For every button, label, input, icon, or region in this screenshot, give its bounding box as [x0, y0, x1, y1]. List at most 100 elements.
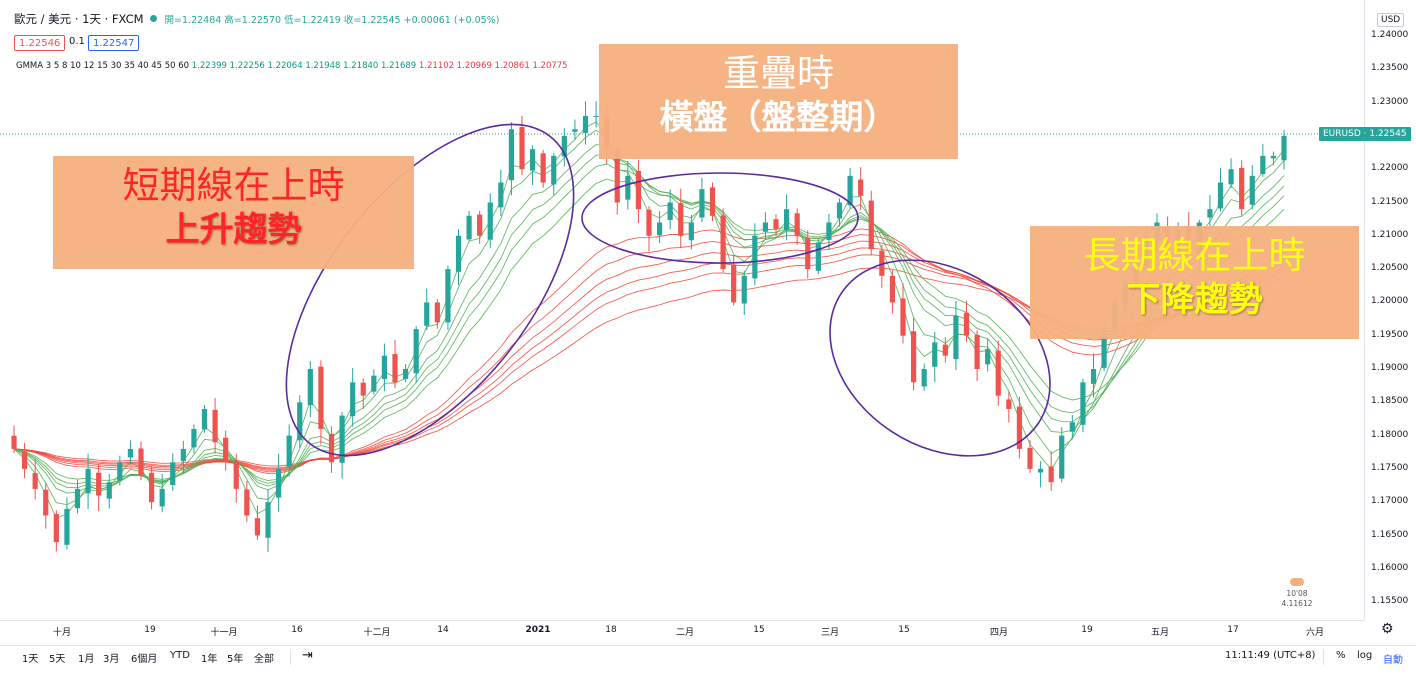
- sideways-annotation-line2: 橫盤（盤整期）: [659, 98, 898, 138]
- candle-body: [667, 202, 673, 220]
- candle-body: [889, 275, 896, 303]
- range-button[interactable]: 全部: [254, 654, 274, 665]
- spread-value: 0.1: [69, 36, 85, 47]
- candle-body: [127, 448, 134, 458]
- settings-gear-icon[interactable]: ⚙: [1381, 621, 1394, 637]
- candle-body: [498, 182, 504, 208]
- range-button[interactable]: 5年: [227, 654, 244, 665]
- buy-price-button[interactable]: 1.22547: [88, 35, 140, 51]
- watermark-text-2: 4.11612: [1281, 599, 1313, 608]
- candle-body: [519, 127, 525, 170]
- candle-body: [1270, 155, 1277, 159]
- candle-body: [540, 153, 546, 183]
- candle-body: [297, 402, 303, 441]
- candle-body: [286, 435, 292, 467]
- time-tick-label: 14: [437, 625, 449, 635]
- time-tick-label: 十二月: [363, 628, 391, 638]
- candle-body: [11, 435, 17, 449]
- range-button[interactable]: 1月: [78, 654, 95, 665]
- candle-body: [1239, 167, 1245, 210]
- time-tick-label: 19: [144, 625, 156, 635]
- candle-body: [879, 250, 885, 276]
- candle-body: [625, 175, 631, 200]
- candle-body: [170, 462, 176, 486]
- candle-body: [1037, 468, 1044, 473]
- downtrend-ellipse: [829, 259, 1051, 457]
- range-button[interactable]: YTD: [170, 650, 190, 661]
- candle-body: [466, 215, 472, 240]
- candle-body: [424, 302, 430, 326]
- candle-body: [138, 448, 144, 476]
- symbol-title[interactable]: 歐元 / 美元 · 1天 · FXCM: [14, 12, 144, 26]
- price-tick-label: 1.17500: [1371, 462, 1409, 473]
- sell-price-button[interactable]: 1.22546: [14, 35, 66, 51]
- currency-label[interactable]: USD: [1377, 13, 1405, 27]
- range-button[interactable]: 6個月: [131, 654, 158, 665]
- candle-body: [21, 451, 28, 469]
- candle-body: [1090, 369, 1097, 384]
- candle-body: [1016, 406, 1023, 449]
- clock-timezone[interactable]: 11:11:49 (UTC+8): [1225, 650, 1316, 661]
- candle-body: [1249, 175, 1255, 205]
- candle-body: [985, 349, 991, 365]
- candle-body: [53, 513, 59, 543]
- candle-body: [455, 235, 462, 272]
- candle-body: [529, 149, 536, 171]
- downtrend-annotation: 長期線在上時 下降趨勢: [1030, 226, 1359, 339]
- price-tick-label: 1.18500: [1371, 396, 1409, 407]
- gmma-legend[interactable]: GMMA 3 5 8 10 12 15 30 35 40 45 50 60 1.…: [16, 61, 568, 71]
- sideways-ellipse: [581, 172, 859, 264]
- candle-body: [212, 409, 218, 443]
- candle-body: [805, 238, 811, 270]
- candle-body: [159, 488, 165, 507]
- sideways-annotation-line1: 重疊時: [723, 52, 834, 95]
- price-tick-label: 1.19000: [1371, 363, 1409, 373]
- auto-scale-toggle[interactable]: 自動: [1383, 655, 1403, 666]
- goto-date-icon[interactable]: ⇥: [302, 648, 313, 663]
- candle-body: [1027, 447, 1033, 469]
- percent-scale-toggle[interactable]: %: [1336, 650, 1346, 661]
- downtrend-annotation-line1: 長期線在上時: [1083, 234, 1306, 277]
- range-button[interactable]: 1年: [201, 654, 218, 665]
- time-tick-label: 18: [605, 625, 617, 635]
- time-tick-label: 15: [898, 625, 910, 635]
- candle-body: [85, 468, 91, 494]
- market-status-icon: [149, 15, 157, 22]
- range-button[interactable]: 3月: [103, 654, 120, 665]
- candle-body: [900, 298, 906, 336]
- candle-body: [783, 209, 790, 230]
- price-tick-label: 1.19500: [1371, 329, 1409, 340]
- candle-body: [1069, 422, 1075, 432]
- price-tick-label: 1.17000: [1371, 496, 1409, 507]
- candle-body: [402, 369, 409, 380]
- candle-body: [74, 488, 81, 509]
- candle-body: [1048, 466, 1054, 483]
- candle-body: [762, 222, 769, 232]
- time-axis[interactable]: [0, 620, 1364, 639]
- candle-body: [635, 170, 642, 210]
- candle-body: [741, 275, 747, 304]
- price-tick-label: 1.16500: [1371, 529, 1409, 540]
- candle-body: [910, 331, 917, 383]
- range-button[interactable]: 1天: [22, 654, 39, 665]
- last-price-tag: EURUSD · 1.22545: [1319, 127, 1411, 141]
- candle-body: [656, 222, 663, 236]
- candle-body: [868, 200, 874, 250]
- price-tick-label: 1.23500: [1371, 63, 1409, 74]
- candle-body: [371, 375, 377, 392]
- candle-body: [445, 269, 451, 323]
- price-tick-label: 1.22000: [1371, 163, 1409, 174]
- candle-body: [688, 222, 694, 241]
- downtrend-annotation-line2: 下降趨勢: [1126, 280, 1263, 320]
- candle-body: [561, 135, 567, 157]
- candle-body: [974, 334, 980, 369]
- candle-body: [921, 369, 927, 387]
- candle-body: [678, 203, 684, 236]
- candle-body: [477, 214, 483, 236]
- time-tick-label: 十月: [52, 628, 72, 638]
- range-button[interactable]: 5天: [49, 654, 66, 665]
- candle-body: [43, 489, 49, 516]
- gmma-label: GMMA 3 5 8 10 12 15 30 35 40 45 50 60: [16, 61, 190, 71]
- price-axis[interactable]: [1364, 0, 1416, 620]
- log-scale-toggle[interactable]: log: [1357, 650, 1373, 661]
